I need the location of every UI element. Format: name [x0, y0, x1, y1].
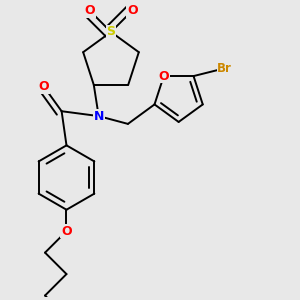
Text: O: O — [84, 4, 95, 17]
Text: O: O — [39, 80, 50, 93]
Text: O: O — [127, 4, 138, 17]
Text: Br: Br — [217, 62, 232, 75]
Text: N: N — [94, 110, 104, 123]
Text: O: O — [158, 70, 169, 83]
Text: O: O — [61, 225, 72, 238]
Text: S: S — [106, 26, 116, 38]
